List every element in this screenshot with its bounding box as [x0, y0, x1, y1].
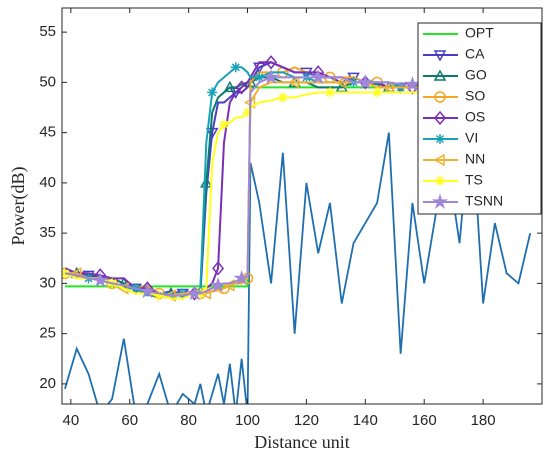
marker [435, 134, 445, 144]
x-tick-label: 40 [62, 412, 79, 429]
marker [335, 76, 347, 89]
legend-label: CA [465, 46, 485, 62]
marker [254, 72, 265, 83]
marker [242, 107, 253, 118]
marker [154, 290, 165, 301]
marker [233, 269, 250, 286]
marker [92, 271, 109, 288]
marker [324, 87, 335, 98]
marker [139, 282, 156, 299]
marker [62, 268, 70, 279]
marker [382, 81, 394, 94]
x-tick-label: 180 [471, 412, 496, 429]
legend-label: TS [465, 172, 483, 188]
y-tick-label: 50 [39, 73, 56, 90]
marker [263, 68, 280, 85]
legend-label: SO [465, 88, 485, 104]
axes-frame [61, 7, 543, 405]
marker [288, 76, 300, 89]
x-tick-label: 60 [121, 412, 138, 429]
y-tick-label: 35 [39, 224, 56, 241]
marker [223, 80, 237, 93]
x-tick-label: 160 [412, 412, 437, 429]
y-axis-label: Power(dB) [8, 167, 29, 246]
marker [372, 87, 383, 98]
marker [212, 261, 225, 276]
marker [433, 69, 447, 81]
marker [186, 284, 203, 301]
marker [434, 91, 446, 103]
series-layer [62, 55, 537, 404]
y-tick-label: 40 [39, 174, 56, 191]
x-tick-label: 100 [235, 412, 260, 429]
legend-label: OPT [465, 25, 494, 41]
marker [207, 87, 218, 98]
x-tick-label: 120 [294, 412, 319, 429]
y-tick-label: 25 [39, 325, 56, 342]
x-tick-label: 80 [180, 412, 197, 429]
x-tick-label: 140 [353, 412, 378, 429]
marker [434, 110, 446, 126]
legend: OPT CA GO SO OS VI NN TS TSNN [417, 22, 542, 215]
legend-label: TSNN [465, 193, 503, 209]
y-tick-label: 20 [39, 375, 56, 392]
marker [435, 176, 445, 186]
marker [277, 92, 288, 103]
marker [210, 276, 227, 293]
marker [265, 55, 278, 70]
marker [229, 87, 243, 99]
marker [433, 153, 445, 167]
legend-label: OS [465, 109, 485, 125]
legend-label: VI [465, 130, 478, 146]
y-tick-label: 30 [39, 274, 56, 291]
y-tick-label: 55 [39, 23, 56, 40]
marker [404, 75, 421, 92]
marker [218, 119, 229, 130]
y-tick-label: 45 [39, 124, 56, 141]
marker [357, 73, 374, 90]
legend-label: GO [465, 67, 487, 83]
marker [235, 80, 248, 95]
marker [431, 193, 449, 209]
x-axis-label: Distance unit [254, 432, 349, 452]
marker [433, 50, 447, 62]
marker [230, 62, 241, 73]
legend-label: NN [465, 151, 485, 167]
marker [310, 68, 327, 85]
